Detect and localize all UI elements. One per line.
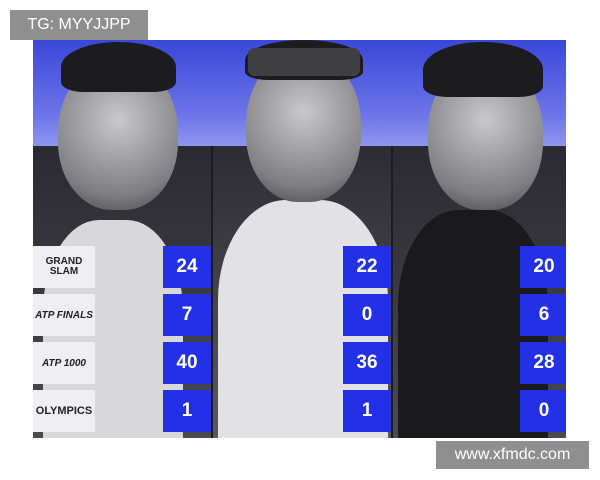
p2-grand-slam: 22 [343, 246, 391, 288]
stats-poster: GRAND SLAM ATP FINALS ATP 1000 OLYMPICS … [33, 40, 566, 438]
p3-grand-slam: 20 [520, 246, 566, 288]
player-1-hair [61, 42, 176, 92]
category-atp-1000: ATP 1000 [33, 342, 95, 384]
p3-atp-finals: 6 [520, 294, 566, 336]
p3-atp-1000: 28 [520, 342, 566, 384]
p1-atp-finals: 7 [163, 294, 211, 336]
p3-olympics: 0 [520, 390, 566, 432]
category-olympics: OLYMPICS [33, 390, 95, 432]
watermark-bottom-right: www.xfmdc.com [436, 441, 589, 469]
p2-atp-finals: 0 [343, 294, 391, 336]
player-2-headband [248, 48, 360, 76]
watermark-top-left: TG: MYYJJPP [10, 10, 148, 40]
p1-olympics: 1 [163, 390, 211, 432]
p1-grand-slam: 24 [163, 246, 211, 288]
p2-olympics: 1 [343, 390, 391, 432]
p1-atp-1000: 40 [163, 342, 211, 384]
category-grand-slam: GRAND SLAM [33, 246, 95, 288]
category-atp-finals: ATP FINALS [33, 294, 95, 336]
player-3-hair [423, 42, 543, 97]
p2-atp-1000: 36 [343, 342, 391, 384]
